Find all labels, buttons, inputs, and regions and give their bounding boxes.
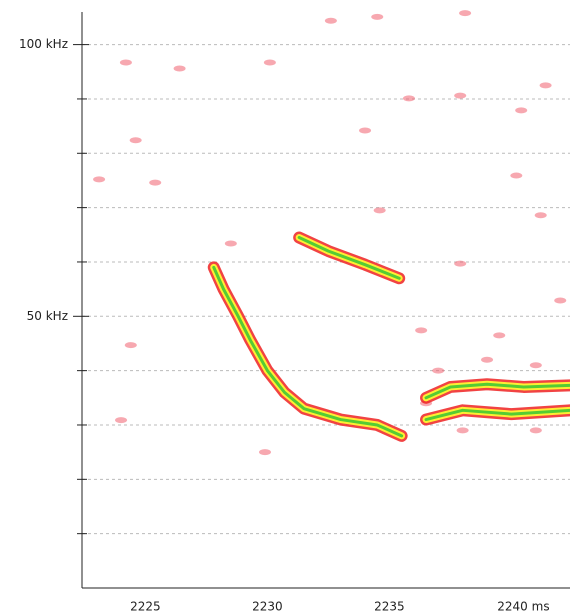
speckle xyxy=(454,261,466,267)
speckle xyxy=(125,342,137,348)
speckle xyxy=(359,127,371,133)
speckle xyxy=(371,14,383,20)
speckle xyxy=(415,327,427,333)
speckle xyxy=(403,95,415,101)
speckle xyxy=(264,60,276,66)
chart: 50 kHz 100 kHz 2225 2230 2235 2240 ms xyxy=(0,0,570,615)
call-trace xyxy=(299,238,399,279)
speckle xyxy=(554,298,566,304)
x-tick-label: 2240 ms xyxy=(497,600,549,614)
speckle xyxy=(149,180,161,186)
speckle xyxy=(530,362,542,368)
speckle xyxy=(374,207,386,213)
speckle xyxy=(115,417,127,423)
x-tick-label: 2235 xyxy=(374,600,405,614)
speckle xyxy=(130,137,142,143)
speckle xyxy=(174,66,186,72)
speckle xyxy=(454,93,466,99)
speckle xyxy=(259,449,271,455)
speckle xyxy=(457,427,469,433)
speckle xyxy=(481,357,493,363)
x-tick-label: 2225 xyxy=(130,600,161,614)
y-tick-label: 50 kHz xyxy=(27,309,68,323)
speckle xyxy=(432,368,444,374)
speckle xyxy=(459,10,471,16)
speckle xyxy=(120,60,132,66)
x-tick-label: 2230 xyxy=(252,600,283,614)
speckle xyxy=(535,212,547,218)
speckle xyxy=(325,18,337,24)
page: {"chart_data":{"type":"spectrogram", "xl… xyxy=(0,0,570,615)
speckle xyxy=(493,332,505,338)
speckle xyxy=(530,427,542,433)
speckle xyxy=(515,107,527,113)
speckle xyxy=(510,173,522,179)
speckle xyxy=(540,82,552,88)
call-trace xyxy=(214,267,402,435)
speckle xyxy=(225,240,237,246)
speckle xyxy=(93,176,105,182)
y-tick-label: 100 kHz xyxy=(19,37,68,51)
